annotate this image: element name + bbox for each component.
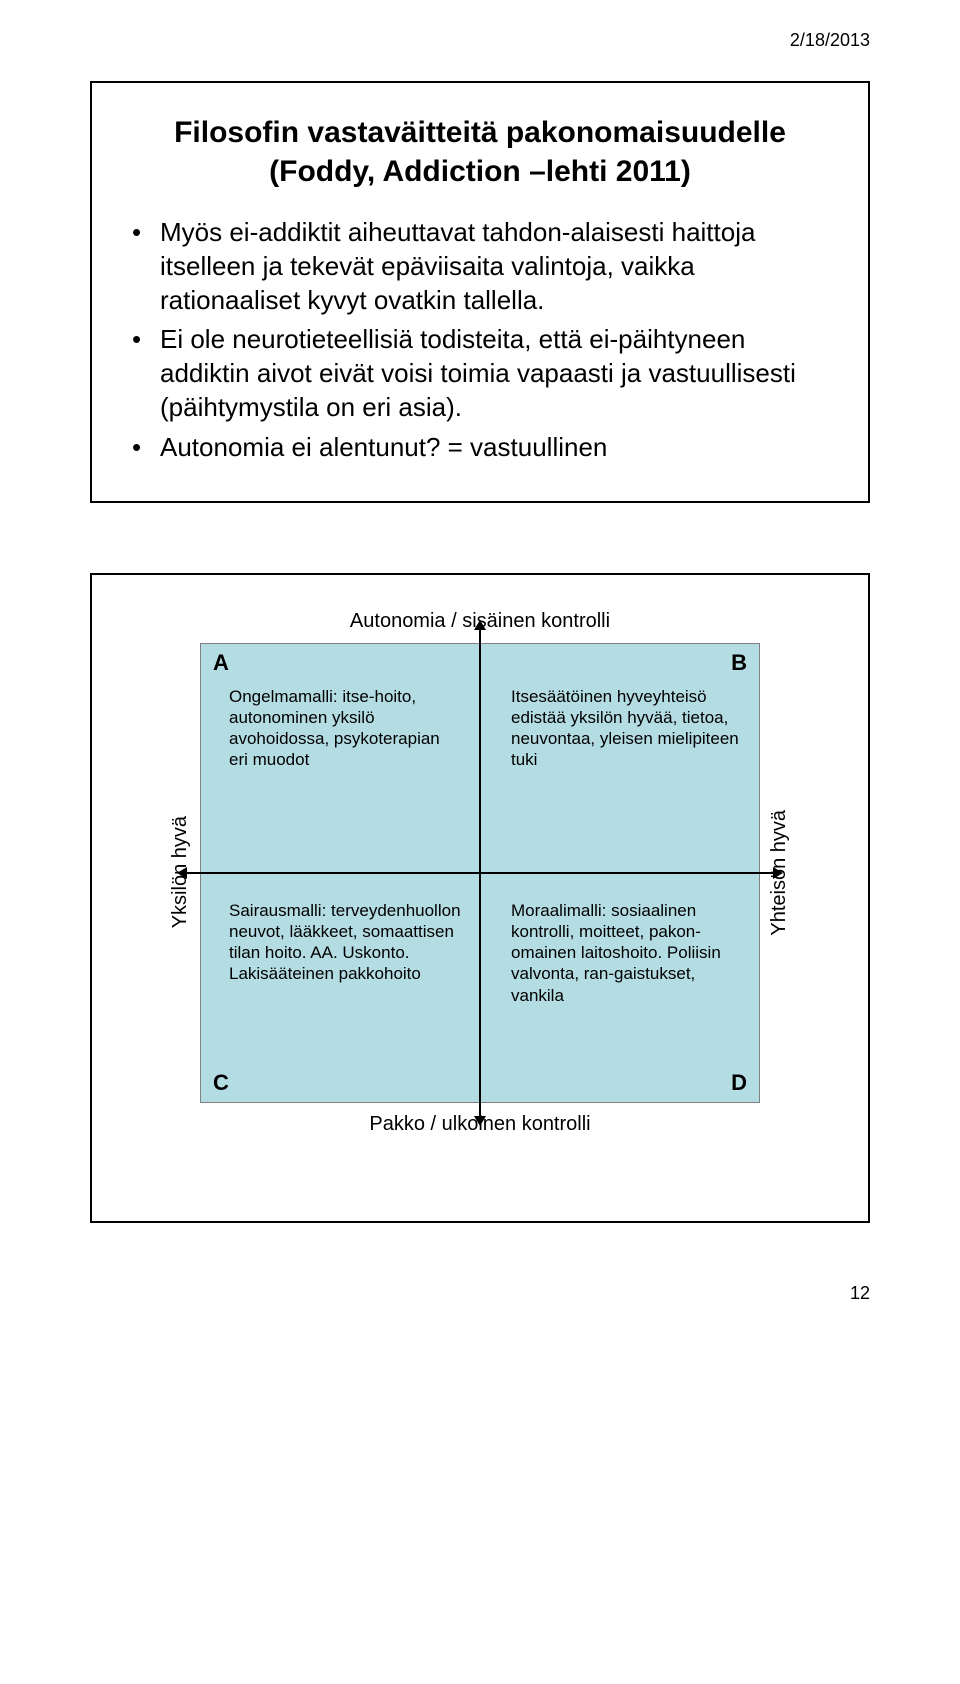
title-line-2: (Foddy, Addiction –lehti 2011) [269,155,691,188]
title-line-1: Filosofin vastaväitteitä pakonomaisuudel… [174,116,786,149]
bullet-item: Autonomia ei alentunut? = vastuullinen [132,431,828,465]
slide-1-title: Filosofin vastaväitteitä pakonomaisuudel… [132,113,828,191]
axis-label-right: Yhteisön hyvä [760,810,799,936]
quadrant-cell-a: Ongelmamalli: itse-hoito, autonominen yk… [219,680,469,777]
slide-1-bullets: Myös ei-addiktit aiheuttavat tahdon-alai… [132,216,828,465]
quadrant-cell-c: Sairausmalli: terveydenhuollon neuvot, l… [219,894,479,991]
arrow-left-icon [177,867,187,879]
corner-label-d: D [731,1070,747,1096]
slide-1: Filosofin vastaväitteitä pakonomaisuudel… [90,81,870,503]
corner-label-a: A [213,650,229,676]
bullet-item: Myös ei-addiktit aiheuttavat tahdon-alai… [132,216,828,317]
quadrant-box: A B C D Ongelmamalli: itse-hoito, autono… [200,643,760,1103]
arrow-up-icon [474,620,486,630]
quadrant-cell-b: Itsesäätöinen hyveyhteisö edistää yksilö… [501,680,751,777]
corner-label-b: B [731,650,747,676]
bullet-item: Ei ole neurotieteellisiä todisteita, ett… [132,323,828,424]
slide-2: Autonomia / sisäinen kontrolli Yksilön h… [90,573,870,1223]
quadrant-diagram: Autonomia / sisäinen kontrolli Yksilön h… [117,610,843,1136]
corner-label-c: C [213,1070,229,1096]
axis-horizontal [183,872,777,874]
arrow-down-icon [474,1116,486,1126]
page-number: 12 [90,1283,870,1304]
page-date: 2/18/2013 [90,30,870,51]
quadrant-cell-d: Moraalimalli: sosiaalinen kontrolli, moi… [501,894,751,1012]
